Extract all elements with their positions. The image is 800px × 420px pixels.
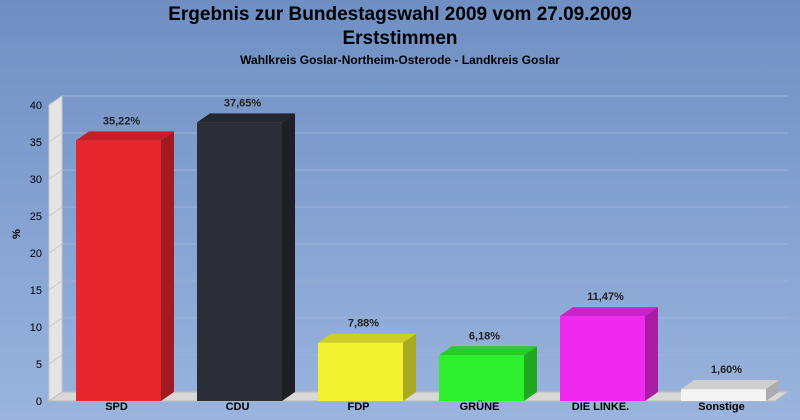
data-label: 7,88% (348, 318, 379, 330)
bar-side (282, 113, 295, 401)
y-tick-label: 35 (30, 137, 42, 149)
bar (560, 316, 645, 401)
data-label: 37,65% (224, 97, 262, 109)
bar-top (197, 113, 295, 123)
y-tick-label: 40 (30, 100, 42, 112)
bar (681, 389, 766, 401)
y-tick-label: 5 (36, 359, 42, 371)
x-tick-label: FDP (348, 401, 370, 413)
data-label: 11,47% (587, 291, 624, 303)
gridline-side (48, 95, 63, 106)
gridline-side (48, 206, 63, 217)
y-tick-label: 25 (30, 211, 42, 223)
bar-top (560, 307, 658, 317)
data-label: 6,18% (469, 330, 500, 342)
chart-subtitle: Wahlkreis Goslar-Northeim-Osterode - Lan… (240, 53, 560, 67)
chart-title: Ergebnis zur Bundestagswahl 2009 vom 27.… (168, 4, 632, 25)
x-tick-label: SPD (105, 401, 128, 413)
x-tick-label: GRÜNE (460, 400, 500, 413)
bar-side (524, 346, 537, 401)
bar-side (645, 307, 658, 401)
bar-top (681, 380, 779, 390)
data-label: 1,60% (711, 364, 742, 376)
gridline-side (48, 132, 63, 143)
y-tick-label: 10 (30, 322, 42, 334)
gridline-side (48, 280, 63, 291)
bar-top (439, 346, 537, 356)
x-tick-label: Sonstige (698, 401, 744, 413)
bar-top (318, 333, 416, 343)
gridline-side (48, 317, 63, 328)
bar-side (403, 333, 416, 401)
bar-side (766, 380, 779, 401)
bar-top (76, 131, 174, 141)
y-tick-label: 15 (30, 285, 42, 297)
x-tick-label: CDU (226, 401, 250, 413)
bar (439, 355, 524, 401)
y-axis-label: % (11, 229, 23, 239)
y-tick-label: 0 (36, 396, 42, 408)
gridline-side (48, 354, 63, 365)
bar (76, 140, 161, 401)
y-tick-label: 20 (30, 248, 42, 260)
gridline-side (48, 243, 63, 254)
x-tick-label: DIE LINKE. (572, 401, 629, 413)
data-label: 35,22% (103, 115, 141, 127)
bar (318, 342, 403, 401)
gridline-side (48, 169, 63, 180)
chart-title-line2: Erststimmen (342, 28, 458, 49)
y-tick-label: 30 (30, 174, 42, 186)
bar (197, 122, 282, 401)
bar-side (161, 131, 174, 401)
